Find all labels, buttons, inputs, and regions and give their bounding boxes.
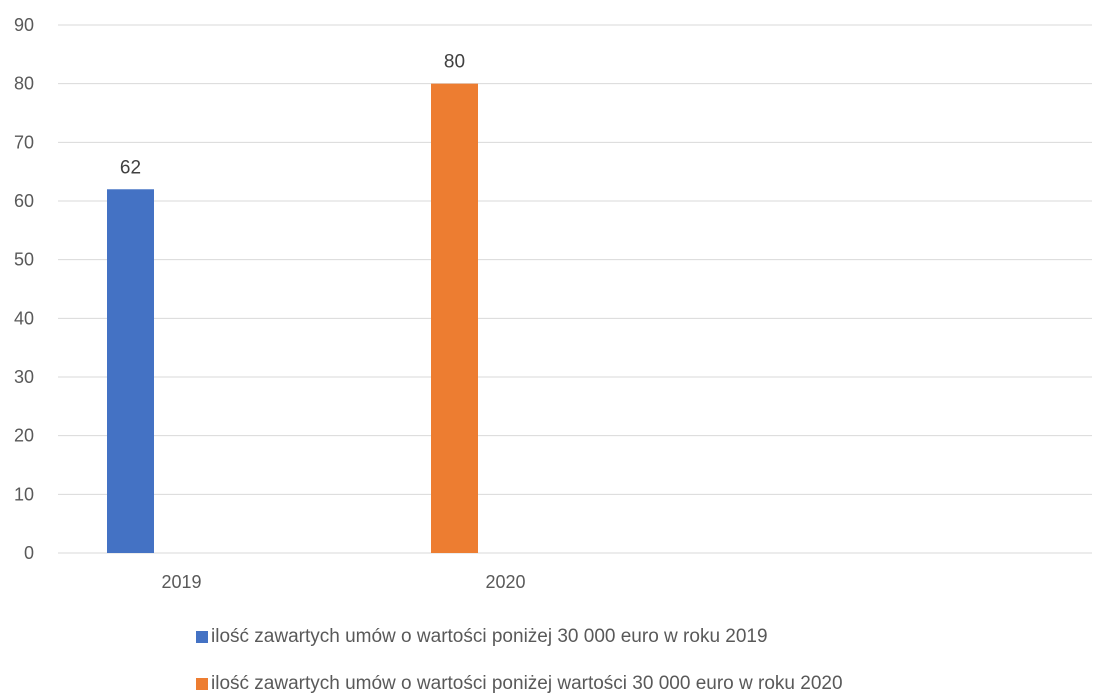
y-tick-label-0: 0: [24, 543, 34, 563]
data-label-2020: 80: [444, 52, 465, 73]
y-tick-label-40: 40: [14, 308, 34, 328]
legend-item-2019: ilość zawartych umów o wartości poniżej …: [196, 626, 768, 648]
y-tick-label-10: 10: [14, 484, 34, 504]
x-tick-label-2019: 2019: [161, 572, 201, 592]
bar-2020: [431, 83, 478, 554]
y-tick-label-30: 30: [14, 367, 34, 387]
legend-label-2019: ilość zawartych umów o wartości poniżej …: [211, 626, 768, 647]
x-tick-label-2020: 2020: [485, 572, 525, 592]
y-tick-label-20: 20: [14, 426, 34, 446]
chart-plot-area: 0 10 20 30 40 50 60 70 80 90 2019 62 2020 80: [14, 15, 1092, 592]
y-tick-label-60: 60: [14, 191, 34, 211]
legend-label-2020: ilość zawartych umów o wartości poniżej …: [211, 673, 843, 694]
y-tick-label-70: 70: [14, 132, 34, 152]
legend-swatch-2020: [196, 678, 208, 690]
y-tick-label-80: 80: [14, 74, 34, 94]
legend-swatch-2019: [196, 631, 208, 643]
y-tick-label-90: 90: [14, 15, 34, 35]
y-tick-label-50: 50: [14, 250, 34, 270]
legend-item-2020: ilość zawartych umów o wartości poniżej …: [196, 673, 843, 695]
bar-2019: [107, 189, 154, 553]
data-label-2019: 62: [120, 157, 141, 178]
